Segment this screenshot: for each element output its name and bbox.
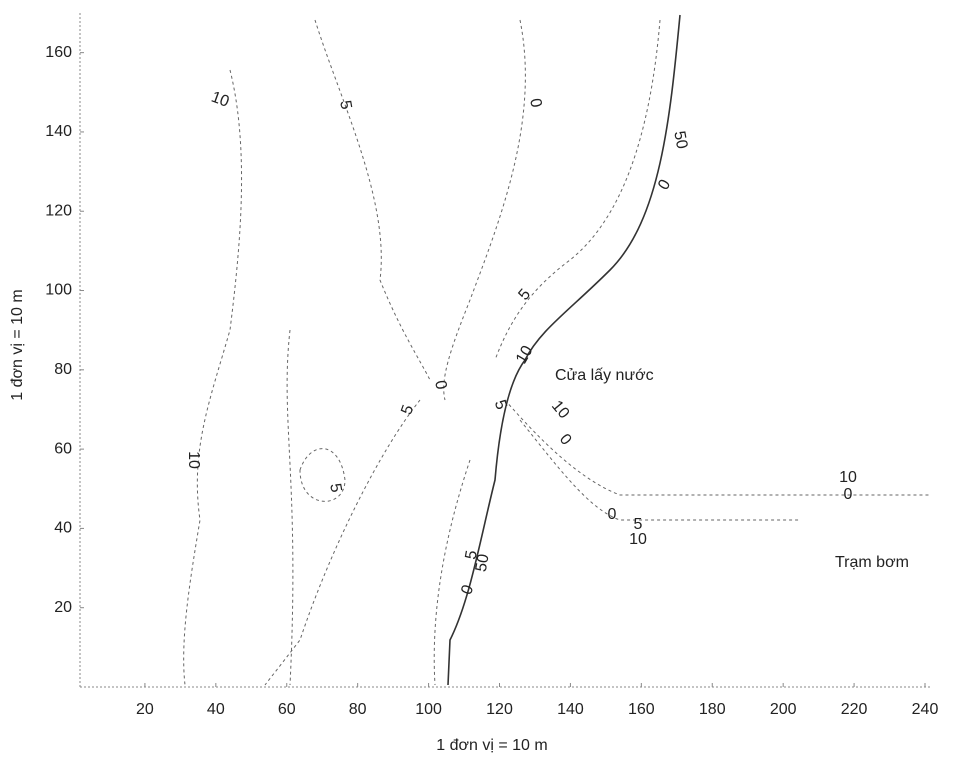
contour-label: 10: [209, 89, 232, 111]
contour-line: [300, 449, 345, 502]
contour-label: 0: [844, 486, 853, 503]
contour-label: 5: [326, 482, 344, 494]
contour-label: 0: [655, 177, 674, 193]
contour-label: 0: [556, 431, 575, 449]
y-axis-label: 1 đơn vị = 10 m: [9, 289, 26, 400]
contour-line: [444, 20, 526, 400]
contour-line: [448, 15, 680, 685]
contour-label: 10: [548, 398, 573, 423]
y-tick-label: 40: [54, 520, 72, 537]
x-axis-label: 1 đơn vị = 10 m: [436, 737, 547, 754]
x-tick-label: 160: [628, 701, 655, 718]
contour-label: 0: [608, 506, 617, 523]
y-tick-label: 60: [54, 440, 72, 457]
contour-label: 10: [185, 451, 202, 469]
x-tick-label: 200: [770, 701, 797, 718]
contour-label: 0: [458, 583, 477, 597]
x-tick-label: 120: [486, 701, 513, 718]
contour-label: 5: [398, 403, 417, 417]
x-tick-label: 220: [841, 701, 868, 718]
contour-label: 10: [629, 531, 647, 548]
chart: 1 đơn vị = 10 m 1 đơn vị = 10 m 20 40 60 80…: [0, 0, 957, 757]
contour-label: 5: [515, 286, 534, 304]
annotation: Cửa lấy nước: [555, 367, 654, 384]
page: 1 đơn vị = 10 m 1 đơn vị = 10 m 20 40 60 80…: [0, 0, 957, 762]
contour-line: [434, 460, 470, 685]
contour-label: 5: [336, 99, 354, 111]
x-tick-label: 20: [136, 701, 154, 718]
contour-line: [265, 400, 420, 685]
contour-line: [520, 420, 800, 520]
y-tick-label: 160: [45, 44, 72, 61]
contour-line: [287, 330, 293, 685]
x-tick-label: 180: [699, 701, 726, 718]
annotation: Trạm bơm: [835, 554, 909, 571]
contours: [184, 15, 930, 685]
contour-line: [495, 20, 660, 360]
x-tick-label: 40: [207, 701, 225, 718]
y-tick-label: 100: [45, 282, 72, 299]
x-tick-label: 60: [278, 701, 296, 718]
x-tick-label: 100: [415, 701, 442, 718]
y-tick-label: 80: [54, 361, 72, 378]
contour-line: [184, 70, 242, 685]
x-tick-label: 240: [912, 701, 939, 718]
x-tick-label: 140: [557, 701, 584, 718]
y-tick-label: 140: [45, 123, 72, 140]
y-tick-label: 120: [45, 202, 72, 219]
contour-label: 10: [839, 469, 857, 486]
contour-label: 50: [473, 553, 493, 574]
y-tick-label: 20: [54, 599, 72, 616]
contour-label: 50: [670, 130, 690, 151]
contour-label: 0: [526, 97, 544, 109]
contour-line: [315, 20, 430, 380]
contour-label: 5: [491, 398, 510, 412]
contour-label: 0: [431, 379, 449, 391]
x-tick-label: 80: [349, 701, 367, 718]
